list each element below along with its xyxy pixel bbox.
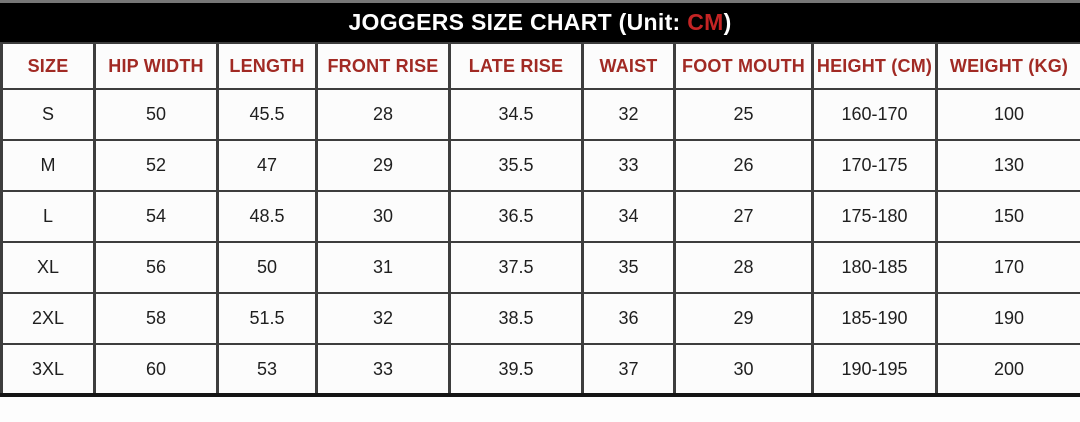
cell-length-m: 47	[216, 139, 318, 192]
cell-weight-kg-2xl: 190	[935, 292, 1080, 345]
chart-title-unit: CM	[687, 9, 724, 35]
table-row-l: L 54 48.5 30 36.5 34 27 175-180 150	[0, 190, 1080, 243]
cell-height-cm-s: 160-170	[811, 88, 938, 141]
cell-height-cm-l: 175-180	[811, 190, 938, 243]
cell-height-cm-xl: 180-185	[811, 241, 938, 294]
cell-foot-mouth-m: 26	[673, 139, 814, 192]
cell-waist-2xl: 36	[581, 292, 676, 345]
cell-hip-width-xl: 56	[93, 241, 219, 294]
table-row-xl: XL 56 50 31 37.5 35 28 180-185 170	[0, 241, 1080, 294]
column-header-hip-width: HIP WIDTH	[93, 42, 219, 90]
size-table-body: S 50 45.5 28 34.5 32 25 160-170 100 M 52 47 29 35.5 33…	[0, 88, 1080, 396]
column-header-waist: WAIST	[581, 42, 676, 90]
cell-foot-mouth-l: 27	[673, 190, 814, 243]
cell-foot-mouth-2xl: 29	[673, 292, 814, 345]
cell-hip-width-2xl: 58	[93, 292, 219, 345]
chart-title-close-paren: )	[723, 9, 732, 35]
column-header-height-cm: HEIGHT (CM)	[811, 42, 938, 90]
column-header-weight-kg: WEIGHT (KG)	[935, 42, 1080, 90]
row-label-2xl: 2XL	[0, 292, 96, 345]
cell-foot-mouth-3xl: 30	[673, 343, 814, 396]
cell-front-rise-l: 30	[315, 190, 451, 243]
row-label-m: M	[0, 139, 96, 192]
column-header-foot-mouth: FOOT MOUTH	[673, 42, 814, 90]
cell-late-rise-2xl: 38.5	[448, 292, 584, 345]
cell-front-rise-s: 28	[315, 88, 451, 141]
table-row-m: M 52 47 29 35.5 33 26 170-175 130	[0, 139, 1080, 192]
cell-front-rise-3xl: 33	[315, 343, 451, 396]
cell-foot-mouth-s: 25	[673, 88, 814, 141]
cell-length-s: 45.5	[216, 88, 318, 141]
chart-title-bar: JOGGERS SIZE CHART (Unit: CM )	[0, 0, 1080, 42]
table-row-s: S 50 45.5 28 34.5 32 25 160-170 100	[0, 88, 1080, 141]
cell-late-rise-m: 35.5	[448, 139, 584, 192]
cell-height-cm-m: 170-175	[811, 139, 938, 192]
cell-hip-width-3xl: 60	[93, 343, 219, 396]
row-label-3xl: 3XL	[0, 343, 96, 396]
cell-waist-3xl: 37	[581, 343, 676, 396]
cell-late-rise-l: 36.5	[448, 190, 584, 243]
column-header-size: SIZE	[0, 42, 96, 90]
cell-hip-width-m: 52	[93, 139, 219, 192]
cell-waist-s: 32	[581, 88, 676, 141]
cell-height-cm-2xl: 185-190	[811, 292, 938, 345]
cell-weight-kg-m: 130	[935, 139, 1080, 192]
cell-waist-m: 33	[581, 139, 676, 192]
cell-waist-l: 34	[581, 190, 676, 243]
column-header-front-rise: FRONT RISE	[315, 42, 451, 90]
cell-front-rise-m: 29	[315, 139, 451, 192]
cell-length-3xl: 53	[216, 343, 318, 396]
cell-weight-kg-l: 150	[935, 190, 1080, 243]
cell-late-rise-3xl: 39.5	[448, 343, 584, 396]
cell-length-l: 48.5	[216, 190, 318, 243]
cell-height-cm-3xl: 190-195	[811, 343, 938, 396]
cell-front-rise-2xl: 32	[315, 292, 451, 345]
row-label-xl: XL	[0, 241, 96, 294]
cell-length-2xl: 51.5	[216, 292, 318, 345]
header-row: SIZE HIP WIDTH LENGTH FRONT RISE LATE RISE WA…	[0, 42, 1080, 90]
row-label-s: S	[0, 88, 96, 141]
cell-foot-mouth-xl: 28	[673, 241, 814, 294]
size-chart-table: SIZE HIP WIDTH LENGTH FRONT RISE LATE RISE WA…	[0, 42, 1080, 397]
table-row-3xl: 3XL 60 53 33 39.5 37 30 190-195 200	[0, 343, 1080, 396]
cell-front-rise-xl: 31	[315, 241, 451, 294]
cell-late-rise-xl: 37.5	[448, 241, 584, 294]
cell-weight-kg-xl: 170	[935, 241, 1080, 294]
chart-title-text: JOGGERS SIZE CHART (Unit:	[348, 9, 688, 35]
column-header-length: LENGTH	[216, 42, 318, 90]
row-label-l: L	[0, 190, 96, 243]
column-header-late-rise: LATE RISE	[448, 42, 584, 90]
cell-hip-width-s: 50	[93, 88, 219, 141]
table-row-2xl: 2XL 58 51.5 32 38.5 36 29 185-190 190	[0, 292, 1080, 345]
cell-hip-width-l: 54	[93, 190, 219, 243]
cell-late-rise-s: 34.5	[448, 88, 584, 141]
cell-length-xl: 50	[216, 241, 318, 294]
cell-weight-kg-3xl: 200	[935, 343, 1080, 396]
cell-weight-kg-s: 100	[935, 88, 1080, 141]
size-table-header: SIZE HIP WIDTH LENGTH FRONT RISE LATE RISE WA…	[0, 42, 1080, 90]
cell-waist-xl: 35	[581, 241, 676, 294]
